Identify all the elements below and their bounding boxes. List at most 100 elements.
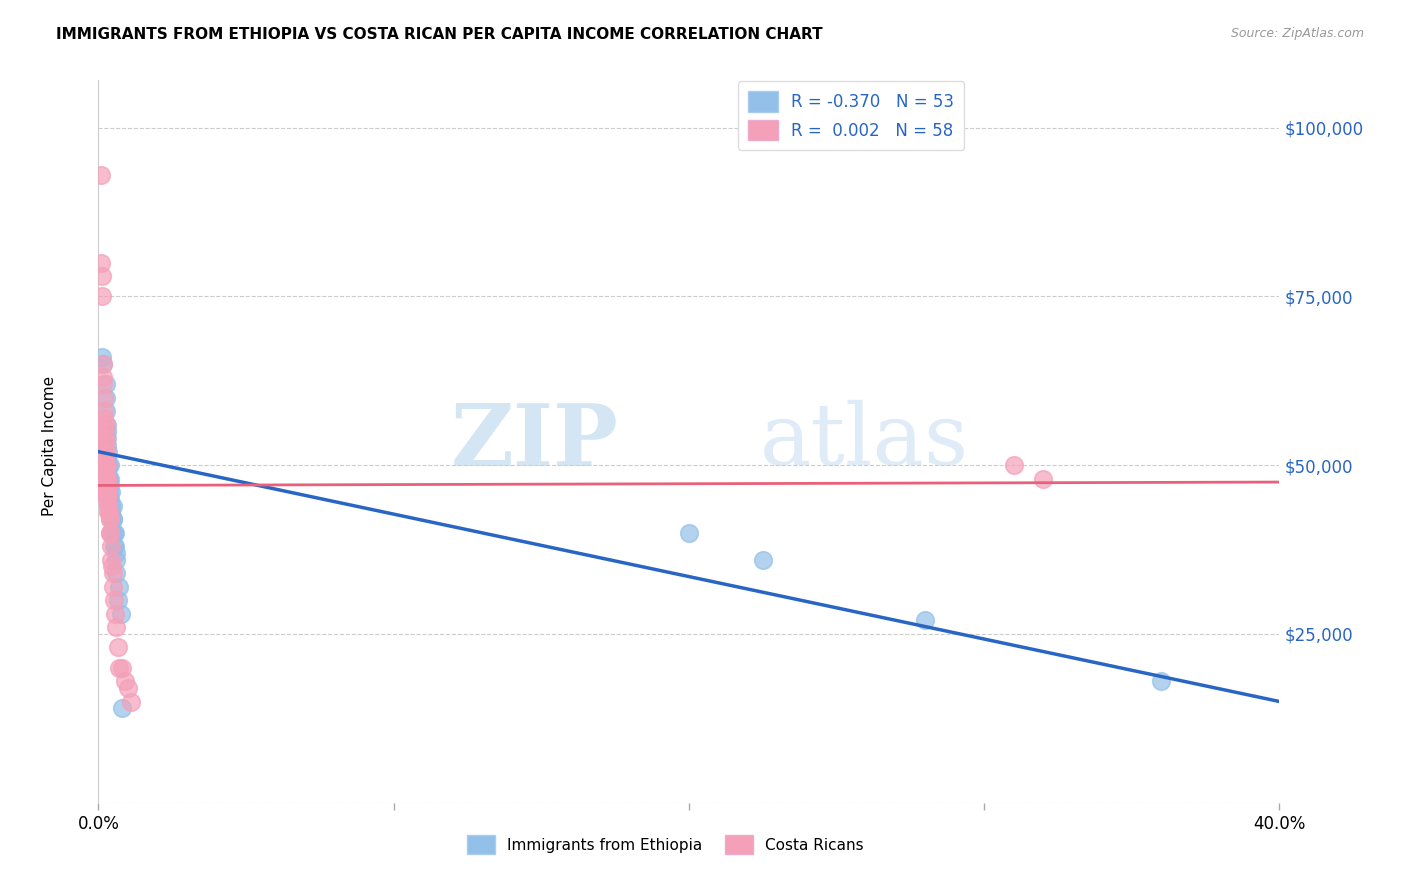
Point xyxy=(96,458,118,472)
Point xyxy=(91,350,114,364)
Point xyxy=(107,640,129,655)
Point xyxy=(97,472,120,486)
Point xyxy=(105,566,128,581)
Point xyxy=(111,661,134,675)
Point xyxy=(93,417,115,432)
Point xyxy=(98,505,121,519)
Point xyxy=(93,458,115,472)
Point xyxy=(94,458,117,472)
Point xyxy=(98,525,121,540)
Point xyxy=(101,559,124,574)
Point xyxy=(110,607,132,621)
Point xyxy=(91,478,114,492)
Point xyxy=(94,377,117,392)
Point xyxy=(96,491,118,506)
Point xyxy=(100,505,122,519)
Point xyxy=(103,539,125,553)
Point xyxy=(94,465,117,479)
Point xyxy=(678,525,700,540)
Text: IMMIGRANTS FROM ETHIOPIA VS COSTA RICAN PER CAPITA INCOME CORRELATION CHART: IMMIGRANTS FROM ETHIOPIA VS COSTA RICAN … xyxy=(56,27,823,42)
Point xyxy=(97,458,120,472)
Point xyxy=(94,485,117,500)
Point xyxy=(111,701,134,715)
Point xyxy=(98,512,121,526)
Point xyxy=(91,377,114,392)
Point xyxy=(96,472,118,486)
Point xyxy=(100,485,122,500)
Point xyxy=(100,552,122,566)
Point xyxy=(96,438,118,452)
Point xyxy=(103,525,125,540)
Point xyxy=(91,370,114,384)
Point xyxy=(96,417,118,432)
Point xyxy=(91,357,114,371)
Point xyxy=(108,661,131,675)
Point xyxy=(98,512,121,526)
Point xyxy=(93,425,115,439)
Point xyxy=(93,391,115,405)
Point xyxy=(107,593,129,607)
Point xyxy=(103,580,125,594)
Point xyxy=(96,472,118,486)
Point xyxy=(91,357,114,371)
Point xyxy=(108,580,131,594)
Point xyxy=(93,431,115,445)
Point xyxy=(103,499,125,513)
Point xyxy=(91,269,114,284)
Point xyxy=(94,472,117,486)
Point xyxy=(97,458,120,472)
Point xyxy=(914,614,936,628)
Point xyxy=(1002,458,1025,472)
Point xyxy=(94,444,117,458)
Legend: Immigrants from Ethiopia, Costa Ricans: Immigrants from Ethiopia, Costa Ricans xyxy=(461,830,869,860)
Text: Per Capita Income: Per Capita Income xyxy=(42,376,56,516)
Point xyxy=(94,438,117,452)
Point xyxy=(93,444,115,458)
Point xyxy=(94,404,117,418)
Point xyxy=(103,512,125,526)
Text: atlas: atlas xyxy=(759,400,969,483)
Point xyxy=(96,491,118,506)
Point xyxy=(94,458,117,472)
Point xyxy=(93,411,115,425)
Point xyxy=(93,417,115,432)
Point xyxy=(90,168,112,182)
Point xyxy=(98,525,121,540)
Point xyxy=(97,499,120,513)
Point xyxy=(94,472,117,486)
Point xyxy=(114,674,136,689)
Point xyxy=(105,552,128,566)
Point xyxy=(100,499,122,513)
Point xyxy=(96,431,118,445)
Text: Source: ZipAtlas.com: Source: ZipAtlas.com xyxy=(1230,27,1364,40)
Point xyxy=(90,255,112,269)
Point xyxy=(96,478,118,492)
Point xyxy=(97,472,120,486)
Text: ZIP: ZIP xyxy=(450,400,619,483)
Point xyxy=(98,478,121,492)
Point xyxy=(96,485,118,500)
Point xyxy=(93,404,115,418)
Point xyxy=(98,491,121,506)
Point xyxy=(98,485,121,500)
Point xyxy=(94,478,117,492)
Point xyxy=(96,485,118,500)
Point xyxy=(94,391,117,405)
Point xyxy=(104,525,127,540)
Point xyxy=(97,444,120,458)
Point xyxy=(91,472,114,486)
Point xyxy=(100,539,122,553)
Point xyxy=(98,499,121,513)
Point xyxy=(101,566,124,581)
Point xyxy=(94,417,117,432)
Point xyxy=(105,620,128,634)
Point xyxy=(94,451,117,466)
Point xyxy=(90,465,112,479)
Point xyxy=(104,607,127,621)
Point xyxy=(101,512,124,526)
Point xyxy=(101,512,124,526)
Point xyxy=(94,444,117,458)
Point xyxy=(90,444,112,458)
Point xyxy=(104,546,127,560)
Point xyxy=(97,485,120,500)
